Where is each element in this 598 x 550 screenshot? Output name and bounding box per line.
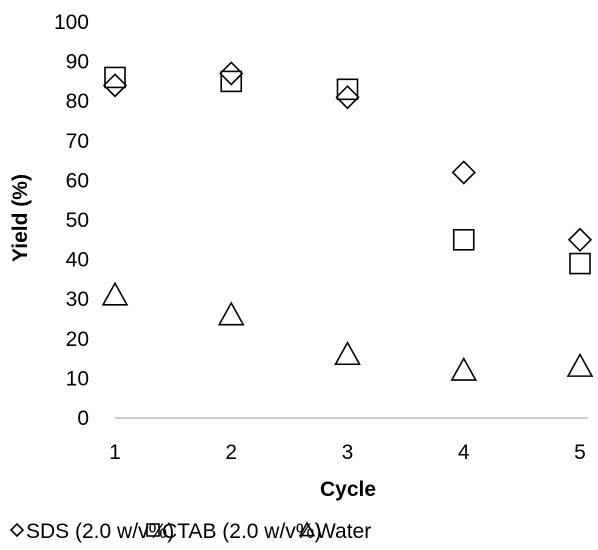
square-point — [336, 78, 359, 101]
legend-label: CTAB (2.0 w/v%) — [162, 520, 321, 543]
square-point — [104, 66, 126, 89]
data-points — [101, 61, 594, 381]
x-tick-label: 3 — [342, 441, 354, 464]
y-tick-label: 40 — [66, 249, 89, 272]
x-tick-label: 5 — [574, 441, 586, 464]
x-tick-label: 1 — [109, 441, 121, 464]
y-tick-label: 90 — [66, 51, 89, 74]
y-tick-label: 50 — [66, 209, 89, 232]
diamond-point — [102, 73, 128, 98]
legend-item: Water — [298, 520, 371, 543]
triangle-point — [334, 340, 361, 366]
legend-label: Water — [316, 520, 371, 543]
y-tick-label: 60 — [66, 169, 89, 192]
triangle-point — [450, 356, 478, 381]
x-axis-tick-labels: 1 2 3 4 5 — [109, 441, 586, 464]
diamond-point — [451, 160, 476, 185]
legend-item: SDS (2.0 w/v%) — [9, 520, 174, 543]
y-axis-tick-labels: 0 10 20 30 40 50 60 70 80 90 100 — [54, 11, 89, 430]
x-tick-label: 2 — [225, 441, 237, 464]
triangle-point — [101, 281, 129, 306]
triangle-point — [566, 352, 594, 377]
legend-triangle-icon — [298, 521, 316, 537]
x-axis-title: Cycle — [320, 478, 376, 501]
diamond-point — [219, 61, 244, 86]
y-axis-title: Yield (%) — [9, 174, 32, 262]
y-tick-label: 10 — [66, 367, 89, 390]
diamond-point — [335, 85, 360, 110]
y-tick-label: 30 — [66, 288, 89, 311]
legend-square-icon — [146, 523, 160, 537]
square-point — [452, 229, 475, 251]
square-point — [569, 252, 591, 275]
y-tick-label: 20 — [66, 328, 89, 351]
y-tick-label: 70 — [66, 130, 89, 153]
legend: SDS (2.0 w/v%)CTAB (2.0 w/v%)Water — [9, 520, 371, 543]
legend-label: SDS (2.0 w/v%) — [26, 520, 174, 543]
square-point — [220, 70, 243, 93]
x-tick-label: 4 — [458, 441, 470, 464]
legend-diamond-icon — [9, 522, 25, 538]
y-tick-label: 100 — [54, 11, 89, 34]
triangle-point — [217, 301, 245, 326]
legend-item: CTAB (2.0 w/v%) — [146, 520, 321, 543]
y-tick-label: 80 — [66, 90, 89, 113]
y-tick-label: 0 — [77, 407, 89, 430]
diamond-point — [567, 227, 593, 252]
